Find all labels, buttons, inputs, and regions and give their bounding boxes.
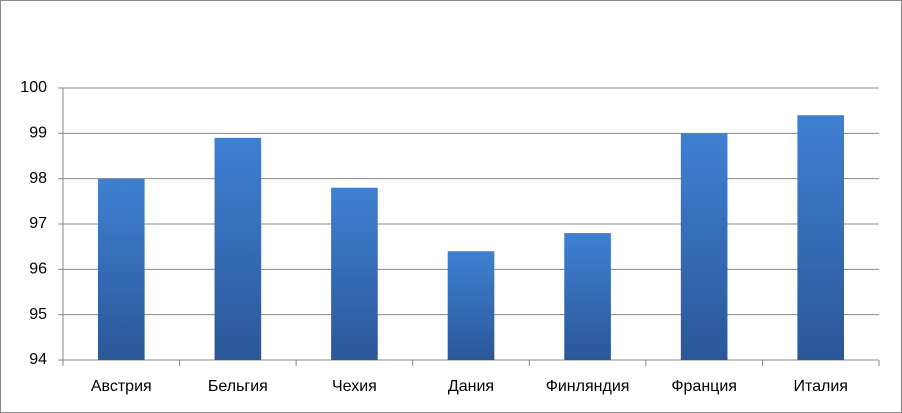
x-tick-label: Италия: [793, 378, 847, 395]
x-tick-label: Дания: [448, 378, 494, 395]
y-tick-label: 100: [20, 79, 47, 96]
y-tick-label: 98: [29, 170, 47, 187]
x-tick-label: Чехия: [332, 378, 377, 395]
y-tick-label: 97: [29, 215, 47, 232]
x-tick-label: Австрия: [91, 378, 152, 395]
bar: [214, 137, 262, 360]
y-tick-label: 95: [29, 306, 47, 323]
y-tick-label: 96: [29, 261, 47, 278]
x-tick-label: Бельгия: [208, 378, 268, 395]
bar: [797, 115, 845, 360]
x-tick-label: Финляндия: [546, 378, 630, 395]
bar: [331, 187, 378, 360]
bar: [680, 133, 728, 360]
bar: [447, 251, 495, 360]
y-tick-label: 99: [29, 125, 47, 142]
bar: [564, 233, 611, 360]
bar: [97, 178, 145, 360]
x-tick-label: Франция: [671, 378, 737, 395]
y-tick-label: 94: [29, 351, 47, 368]
